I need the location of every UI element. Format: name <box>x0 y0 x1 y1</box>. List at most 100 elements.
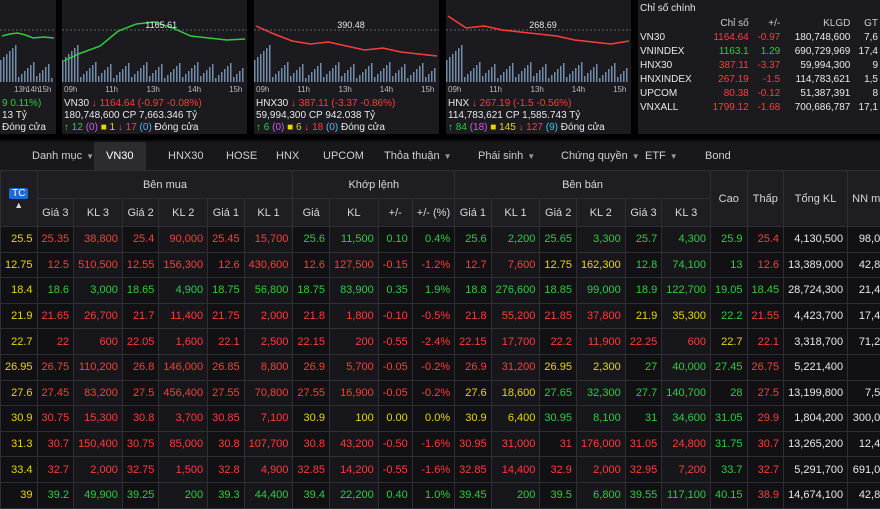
column-header[interactable]: Giá 1 <box>208 199 245 227</box>
volume-bar <box>30 65 32 82</box>
summary-text: 59,994,300 CP <box>256 110 323 121</box>
column-header[interactable]: KL 1 <box>491 199 540 227</box>
tab-label: Chứng quyền <box>561 150 628 162</box>
column-header[interactable]: KL 1 <box>244 199 293 227</box>
bid-price: 32.7 <box>37 457 74 483</box>
summary-text: (9) <box>546 122 561 133</box>
bid-price: 18.65 <box>122 278 159 304</box>
column-header[interactable]: KL 3 <box>662 199 711 227</box>
column-header[interactable]: Giá 1 <box>455 199 492 227</box>
bid-volume: 7,100 <box>244 406 293 432</box>
tc-header[interactable]: TC▲ <box>1 171 38 227</box>
ask-volume: 99,000 <box>576 278 625 304</box>
summary-line: 180,748,600 CP 7,663.346 Tỷ <box>64 110 202 122</box>
column-header[interactable]: Giá 3 <box>625 199 662 227</box>
bid-price: 25.45 <box>208 227 245 253</box>
match-volume: 100 <box>329 406 378 432</box>
volume-bar <box>305 78 307 82</box>
volume-bar <box>380 71 382 82</box>
bid-volume: 85,000 <box>159 431 208 457</box>
tab-phái-sinh[interactable]: Phái sinh▼ <box>478 142 535 170</box>
column-header[interactable]: +/- <box>378 199 412 227</box>
tab-chứng-quyền[interactable]: Chứng quyền▼ <box>561 142 640 170</box>
column-header[interactable]: Giá <box>293 199 330 227</box>
volume-bar <box>377 74 379 82</box>
tab-vn30[interactable]: VN30 <box>94 142 146 170</box>
ask-volume: 7,200 <box>662 457 711 483</box>
column-header[interactable]: +/- (%) <box>412 199 454 227</box>
column-header[interactable]: Giá 3 <box>37 199 74 227</box>
match-change: -0.50 <box>378 431 412 457</box>
tab-thỏa-thuận[interactable]: Thỏa thuận▼ <box>384 142 452 170</box>
low-header[interactable]: Thấp <box>747 171 784 227</box>
tab-hnx[interactable]: HNX <box>276 142 299 170</box>
bid-price: 12.5 <box>37 252 74 278</box>
ask-volume: 24,800 <box>662 431 711 457</box>
summary-text: ↑ 12 <box>64 122 86 133</box>
summary-text: ■ 6 <box>287 122 304 133</box>
ask-volume: 55,200 <box>491 303 540 329</box>
tab-hose[interactable]: HOSE <box>226 142 257 170</box>
ask-volume: 200 <box>491 482 540 508</box>
volume-bar <box>269 45 271 82</box>
volume-bar <box>221 72 223 82</box>
volume-bar <box>536 73 538 82</box>
ask-price: 30.9 <box>455 406 492 432</box>
column-header[interactable]: KL 2 <box>159 199 208 227</box>
summary-text: Đóng cửa <box>561 122 605 133</box>
volume-bar <box>21 74 23 82</box>
high-header[interactable]: Cao <box>711 171 748 227</box>
high-price: 31.75 <box>711 431 748 457</box>
sell-side-header: Bên bán <box>455 171 711 199</box>
volume-bar <box>95 62 97 82</box>
summary-line: Đóng cửa <box>2 122 46 134</box>
tab-bond[interactable]: Bond <box>705 142 731 170</box>
column-header[interactable]: Giá 2 <box>122 199 159 227</box>
volume-bar <box>332 68 334 82</box>
volume-bar <box>27 68 29 82</box>
column-header[interactable]: KL 3 <box>74 199 123 227</box>
column-header[interactable]: KL <box>329 199 378 227</box>
tab-upcom[interactable]: UPCOM <box>323 142 364 170</box>
volume-bar <box>368 66 370 82</box>
time-tick-label: 14h <box>188 85 201 94</box>
volume-bar <box>467 74 469 82</box>
column-header[interactable]: Giá 2 <box>540 199 577 227</box>
ask-price: 12.8 <box>625 252 662 278</box>
tab-hnx30[interactable]: HNX30 <box>168 142 203 170</box>
tab-etf[interactable]: ETF▼ <box>645 142 678 170</box>
time-tick-label: 14h <box>380 85 393 94</box>
volume-bar <box>182 77 184 82</box>
volume-bar <box>110 64 112 82</box>
tab-label: VN30 <box>106 150 134 162</box>
volume-bar <box>473 68 475 82</box>
column-header[interactable]: KL 2 <box>576 199 625 227</box>
ask-price: 21.9 <box>625 303 662 329</box>
foreign-buy-header[interactable]: NN m <box>848 171 880 227</box>
ask-price: 39.5 <box>540 482 577 508</box>
total-volume-header[interactable]: Tổng KL <box>784 171 848 227</box>
tab-danh-mục[interactable]: Danh mục▼ <box>32 142 94 170</box>
volume-bar <box>293 73 295 82</box>
